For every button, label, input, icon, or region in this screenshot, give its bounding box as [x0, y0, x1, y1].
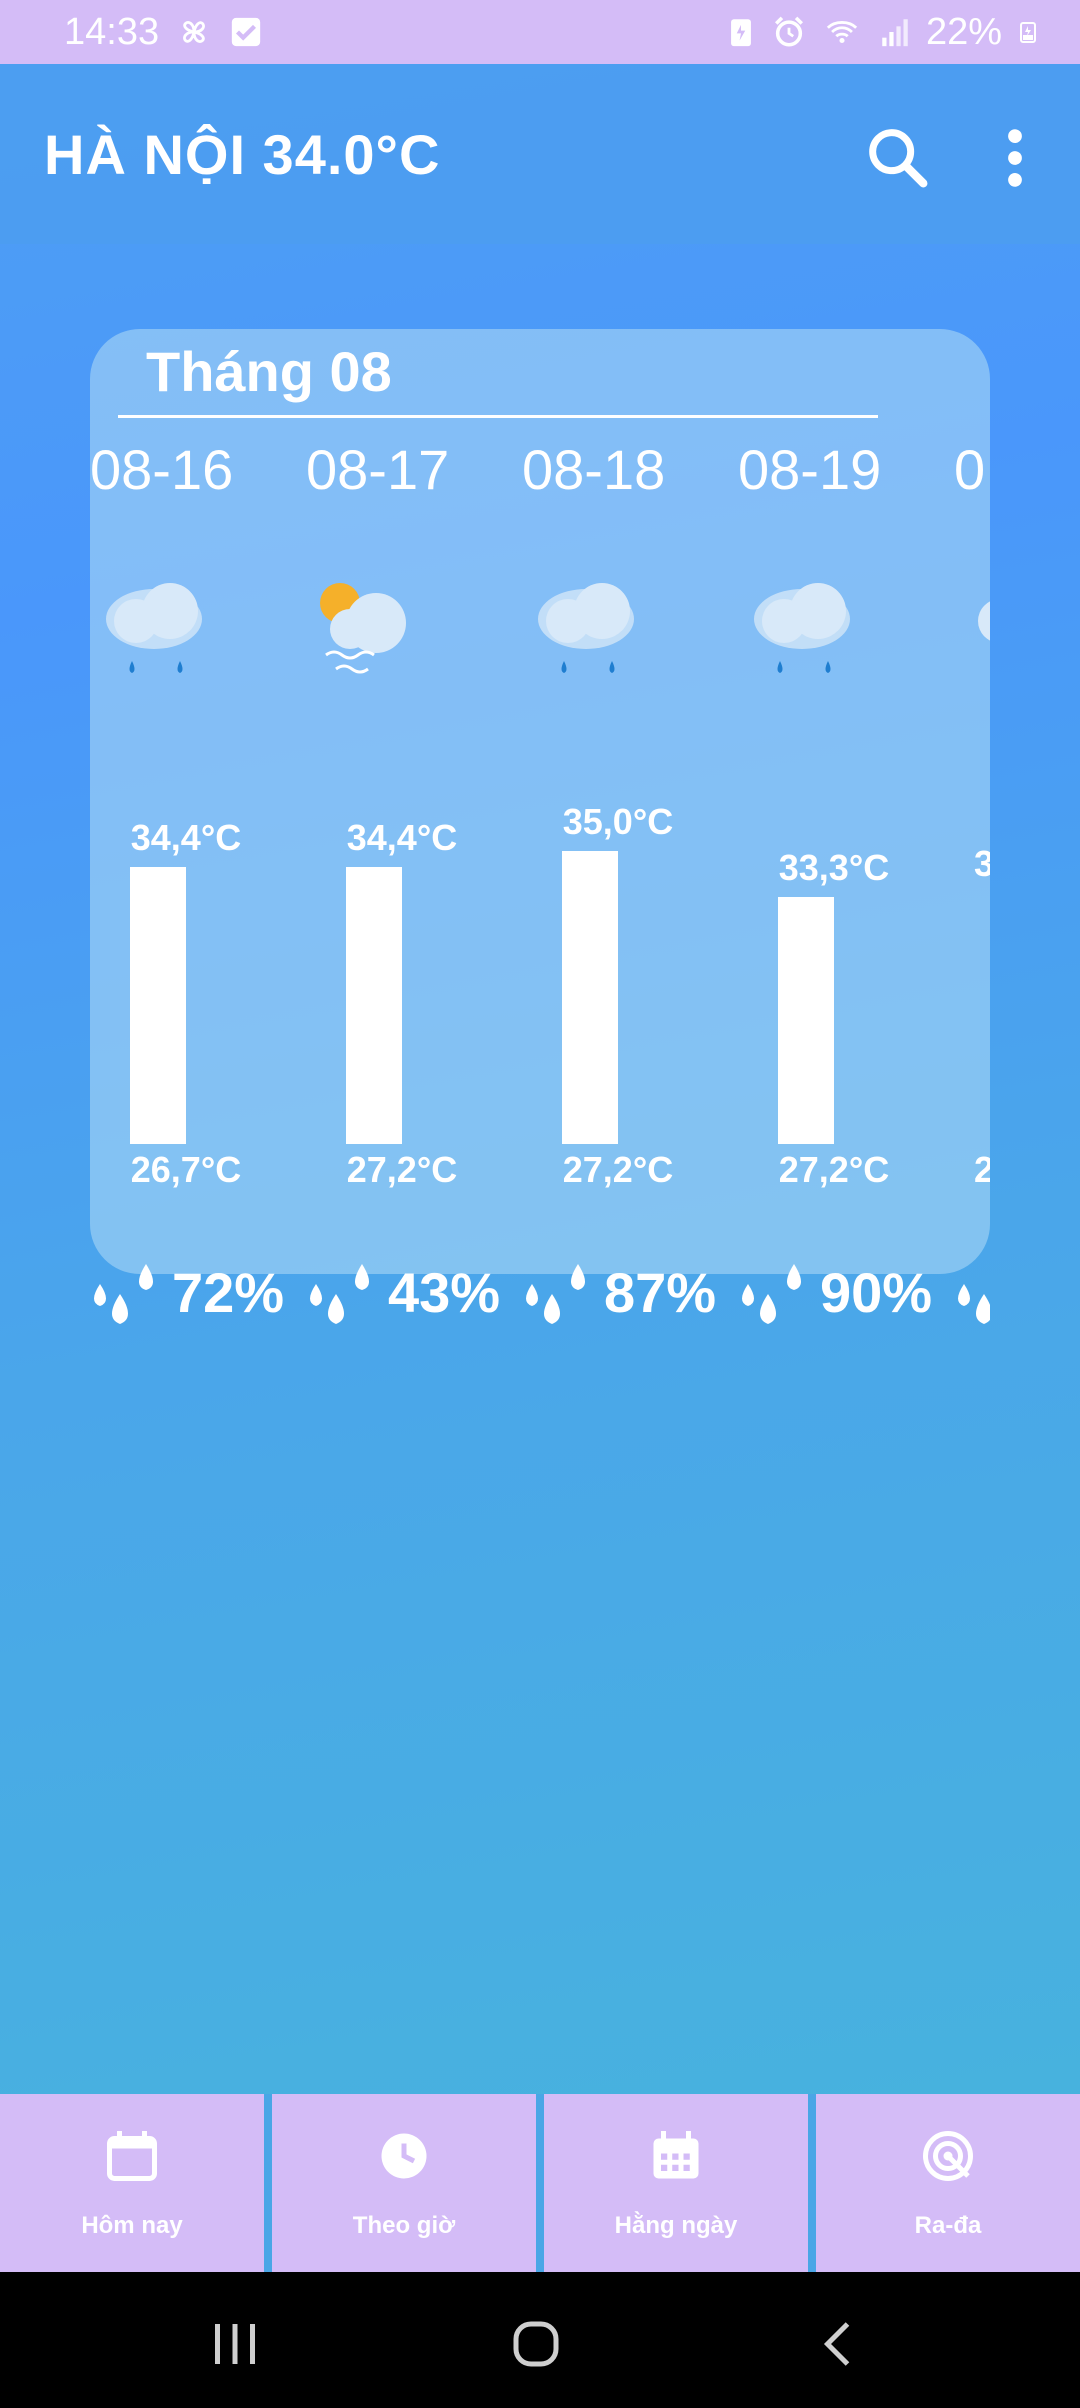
- app-bar: HÀ NỘI 34.0°C: [0, 64, 1080, 244]
- battery-saver-icon: [731, 19, 751, 47]
- humidity-label: 87%: [604, 1261, 717, 1324]
- system-navigation-bar: [0, 2272, 1080, 2408]
- water-drops-icon: [958, 1284, 990, 1324]
- humidity-label: 43%: [388, 1261, 501, 1324]
- calendar-icon: [107, 2131, 157, 2181]
- daily-forecast-card[interactable]: Tháng 08 08-16 34,4°C 26,7°C 08-17: [90, 329, 990, 1274]
- humidity-item: [954, 1254, 990, 1344]
- temp-range-bar: [778, 896, 834, 1144]
- rain-cloud-icon: [978, 601, 990, 641]
- water-drops-icon: [742, 1264, 801, 1324]
- app-content: HÀ NỘI 34.0°C Tháng 08 08-16 34,4°C 26,7…: [0, 64, 1080, 2094]
- forecast-day[interactable]: 08-17 34,4°C 27,2°C: [306, 329, 522, 1274]
- month-title: Tháng 08: [146, 340, 392, 403]
- wifi-icon: [826, 21, 858, 44]
- rain-cloud-icon: [106, 583, 202, 673]
- max-temp-label: 34,4°C: [346, 817, 458, 859]
- page-title: HÀ NỘI 34.0°C: [44, 123, 441, 186]
- search-icon[interactable]: [860, 120, 936, 196]
- nav-daily[interactable]: Hằng ngày: [544, 2094, 808, 2272]
- status-bar: 14:33 22%: [0, 0, 1080, 64]
- day-date: 08-19: [738, 438, 882, 501]
- nav-label: Hằng ngày: [614, 2212, 738, 2239]
- water-drops-icon: [526, 1264, 585, 1324]
- radar-icon: [923, 2131, 973, 2181]
- sun-fog-cloud-icon: [320, 583, 406, 674]
- forecast-day[interactable]: 08-19 33,3°C 27,2°C: [738, 329, 954, 1274]
- divider: [118, 415, 878, 418]
- forecast-day[interactable]: 08-18 35,0°C 27,2°C: [522, 329, 738, 1274]
- forecast-day[interactable]: 0 3 2: [954, 329, 990, 1274]
- temp-range-bar: [562, 851, 618, 1144]
- pinwheel-icon: [183, 21, 206, 43]
- rain-cloud-icon: [754, 583, 850, 673]
- calendar-grid-icon: [653, 2131, 699, 2179]
- bottom-navigation: Hôm nay Theo giờ Hằng ngày Ra-đa: [0, 2094, 1080, 2272]
- battery-charging-icon: [1020, 22, 1036, 43]
- more-vert-icon[interactable]: [990, 120, 1040, 196]
- min-temp-label: 27,2°C: [562, 1149, 674, 1190]
- home-icon[interactable]: [506, 2314, 566, 2374]
- max-temp-label: 3: [973, 843, 990, 884]
- max-temp-label: 33,3°C: [778, 846, 890, 888]
- min-temp-label: 26,7°C: [130, 1149, 242, 1190]
- recents-icon[interactable]: [205, 2314, 265, 2374]
- water-drops-icon: [310, 1264, 369, 1324]
- clock-icon: [381, 2133, 427, 2179]
- status-time: 14:33: [64, 10, 160, 53]
- alarm-icon: [774, 16, 803, 47]
- nav-label: Ra-đa: [914, 2212, 982, 2239]
- humidity-item: 72%: [90, 1254, 306, 1344]
- nav-radar[interactable]: Ra-đa: [816, 2094, 1080, 2272]
- forecast-day[interactable]: 08-16 34,4°C 26,7°C: [90, 329, 306, 1274]
- humidity-row: 72% 43% 87% 90%: [90, 1254, 990, 1344]
- humidity-label: 90%: [820, 1261, 933, 1324]
- temp-range-bar: [130, 867, 186, 1144]
- rain-cloud-icon: [538, 583, 634, 673]
- min-temp-label: 27,2°C: [778, 1149, 890, 1190]
- day-date: 08-17: [306, 438, 450, 501]
- min-temp-label: 2: [973, 1149, 990, 1190]
- day-date: 08-16: [90, 438, 234, 501]
- nav-label: Hôm nay: [81, 2212, 183, 2239]
- humidity-label: 72%: [172, 1261, 285, 1324]
- battery-percent: 22%: [925, 10, 1002, 53]
- checkbox-icon: [231, 17, 261, 47]
- max-temp-label: 34,4°C: [130, 817, 242, 859]
- humidity-item: 43%: [306, 1254, 522, 1344]
- water-drops-icon: [94, 1264, 153, 1324]
- min-temp-label: 27,2°C: [346, 1149, 458, 1190]
- nav-label: Theo giờ: [352, 2212, 456, 2239]
- signal-icon: [882, 19, 908, 47]
- nav-today[interactable]: Hôm nay: [0, 2094, 264, 2272]
- day-date: 08-18: [522, 438, 666, 501]
- temp-range-bar: [346, 867, 402, 1144]
- humidity-item: 90%: [738, 1254, 954, 1344]
- max-temp-label: 35,0°C: [562, 801, 674, 842]
- nav-hourly[interactable]: Theo giờ: [272, 2094, 536, 2272]
- day-date: 0: [954, 438, 986, 501]
- humidity-item: 87%: [522, 1254, 738, 1344]
- back-icon[interactable]: [810, 2314, 870, 2374]
